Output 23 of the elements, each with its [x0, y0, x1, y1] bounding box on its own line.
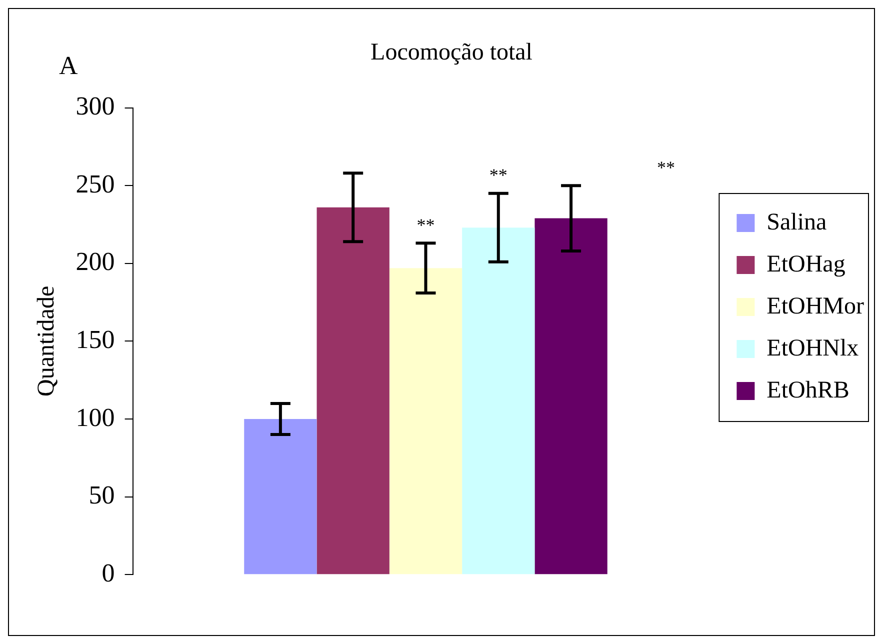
legend-label: EtOhRB — [766, 377, 850, 404]
annotation: ** — [489, 165, 508, 186]
legend-label: EtOHMor — [766, 293, 864, 320]
chart-title: Locomoção total — [370, 40, 533, 66]
legend-label: EtOHNlx — [766, 335, 859, 362]
text: A — [59, 50, 78, 80]
bar — [316, 207, 390, 574]
legend-label: Salina — [766, 209, 828, 236]
y-tick-label: 200 — [76, 247, 115, 276]
y-tick-label: 250 — [76, 169, 115, 198]
y-tick-label: 0 — [102, 558, 115, 588]
bar — [244, 419, 317, 574]
y-tick-label: 300 — [76, 92, 115, 121]
bar — [389, 268, 462, 574]
y-tick-label: 100 — [76, 402, 115, 432]
y-axis-title: Quantidade — [34, 286, 60, 397]
annotation: ** — [657, 157, 676, 178]
y-tick-label: 50 — [88, 480, 115, 510]
y-tick-label: 150 — [76, 325, 115, 354]
bar — [534, 218, 608, 574]
annotation: ** — [416, 214, 435, 235]
legend-label: EtOHag — [766, 251, 846, 278]
bar — [462, 228, 535, 574]
